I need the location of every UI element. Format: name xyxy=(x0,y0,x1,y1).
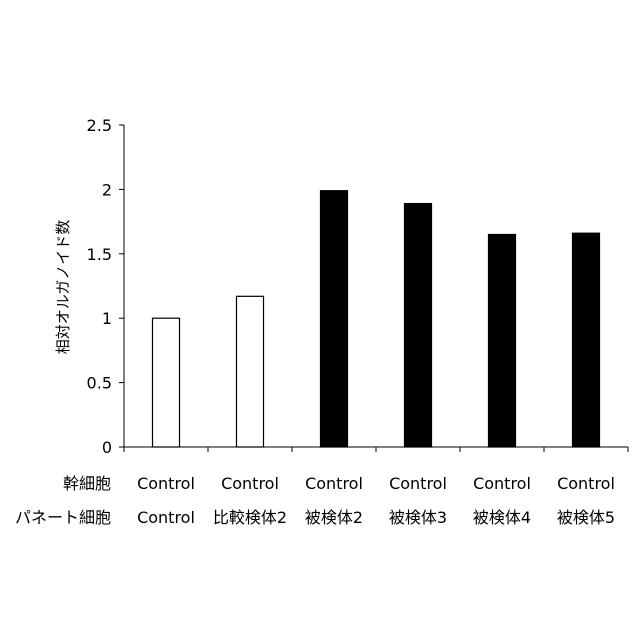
bar xyxy=(153,318,180,447)
category-label-paneth: 被検体5 xyxy=(557,508,615,527)
category-label-stem: Control xyxy=(389,474,447,493)
bar xyxy=(405,204,432,447)
category-label-paneth: 被検体3 xyxy=(389,508,447,527)
bars xyxy=(153,191,600,447)
y-axis-title: 相対オルガノイド数 xyxy=(54,220,72,355)
category-label-paneth: Control xyxy=(137,508,195,527)
category-labels: 幹細胞パネート細胞 Control Control Control 比較検体2 Contr… xyxy=(15,474,615,527)
bar xyxy=(573,233,600,447)
y-tick-label: 0 xyxy=(102,438,112,457)
row-label-paneth-cell: パネート細胞 xyxy=(15,508,111,527)
category-label-stem: Control xyxy=(137,474,195,493)
y-tick-label: 1 xyxy=(102,309,112,328)
category-label-stem: Control xyxy=(221,474,279,493)
row-label-stem-cell: 幹細胞 xyxy=(63,474,111,493)
category-label-paneth: 比較検体2 xyxy=(213,508,287,527)
x-axis xyxy=(124,447,628,452)
y-tick-label: 2 xyxy=(102,180,112,199)
bar xyxy=(321,191,348,447)
category-label-paneth: 被検体2 xyxy=(305,508,363,527)
y-tick-label: 2.5 xyxy=(87,116,112,135)
bar xyxy=(489,234,516,447)
y-axis: 0 0.5 1 1.5 2 2.5 xyxy=(87,116,124,457)
category-label-stem: Control xyxy=(557,474,615,493)
bar xyxy=(237,296,264,447)
y-tick-label: 1.5 xyxy=(87,245,112,264)
category-label-paneth: 被検体4 xyxy=(473,508,531,527)
y-tick-label: 0.5 xyxy=(87,374,112,393)
category-label-stem: Control xyxy=(305,474,363,493)
category-label-stem: Control xyxy=(473,474,531,493)
